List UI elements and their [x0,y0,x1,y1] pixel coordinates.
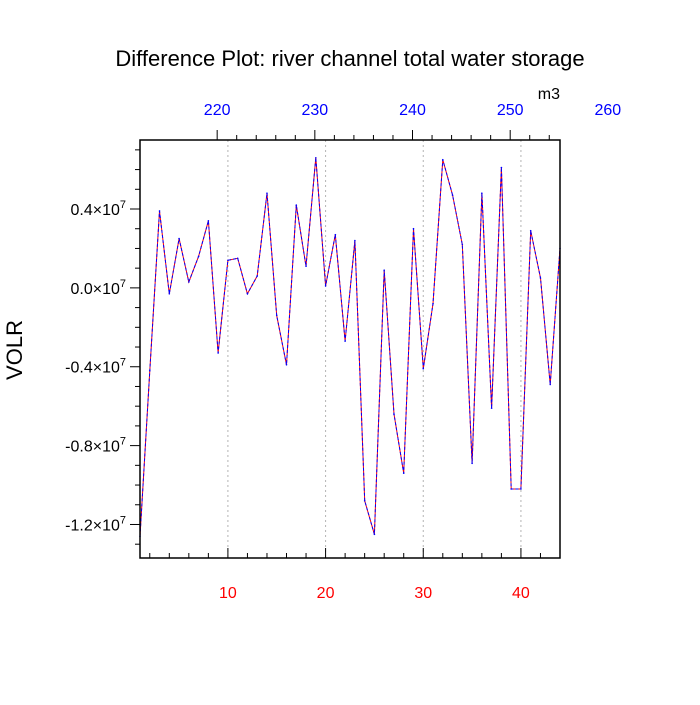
x2-tick-label: 230 [301,102,328,119]
data-point [471,462,473,465]
x-tick-label: 10 [219,585,237,602]
data-point [393,413,395,415]
data-point [158,210,161,212]
x2-tick-label: 240 [399,102,426,119]
data-point [295,204,298,206]
data-point [520,488,522,490]
data-point [275,314,278,317]
data-point [207,220,210,222]
data-point [461,243,464,246]
data-point [500,166,503,169]
series-line-overlay [139,157,561,537]
x2-tick-label: 260 [595,102,622,119]
data-point [432,302,434,305]
data-point [549,383,552,386]
y-tick-label: -0.4×107 [65,357,126,377]
x-tick-label: 30 [414,585,432,602]
data-point [188,281,190,283]
series-line [139,157,561,537]
data-point [354,239,356,242]
data-point [305,265,307,267]
y-tick-label: 0.0×107 [70,278,126,298]
data-point [363,500,366,502]
data-point [451,194,454,197]
x2-tick-label: 250 [497,102,524,119]
units-label: m3 [538,86,560,103]
data-point [383,269,385,271]
x2-tick-label: 220 [204,102,231,119]
plot-frame [139,139,561,559]
data-point [266,192,268,195]
data-point [217,352,219,354]
tick-layer: 10 20 30 40 220 230 240 250 260 0.4×107 0.0×107 -0.… [65,102,621,602]
y-tick-label: -0.8×107 [65,436,126,456]
x-tick-label: 20 [317,585,335,602]
data-point [510,488,512,490]
data-point [481,192,483,195]
grid-layer [227,140,522,558]
chart-title: Difference Plot: river channel total wat… [115,46,584,71]
data-point [256,275,259,277]
data-point [490,407,493,409]
x-tick-label: 40 [512,585,530,602]
data-point [412,227,415,230]
data-point [373,533,376,536]
data-point [529,229,532,232]
data-point [539,277,542,279]
data-point [344,340,346,342]
series-layer [139,156,561,538]
data-point [236,257,239,260]
data-point [334,233,337,236]
y-tick-label: -1.2×107 [65,514,126,534]
data-point [315,156,317,159]
data-point [324,285,327,287]
data-point [402,472,405,475]
data-point [197,255,200,258]
data-point [285,363,288,366]
data-point [246,292,249,295]
data-point [148,369,151,372]
data-point [178,237,180,240]
data-point [227,259,229,262]
data-point [441,158,444,161]
y-axis-label: VOLR [2,320,27,380]
y-tick-label: 0.4×107 [70,199,126,219]
data-point [422,367,425,370]
data-point [168,292,171,295]
